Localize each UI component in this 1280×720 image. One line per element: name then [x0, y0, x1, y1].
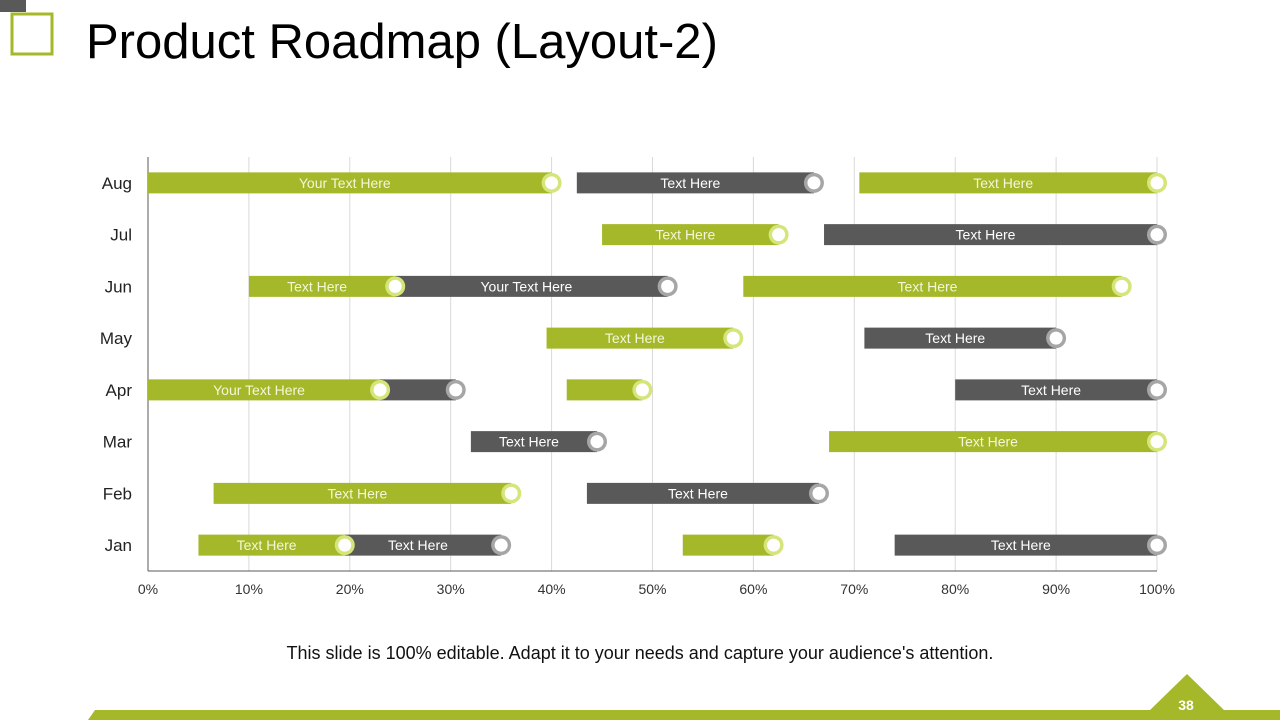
bar: [743, 275, 1122, 297]
bar-end-knob-inner: [504, 486, 518, 500]
bar: [859, 172, 1157, 194]
bar-label: Text Here: [991, 537, 1051, 553]
x-tick-label: 70%: [840, 581, 868, 597]
footer-decoration: [88, 674, 1280, 720]
bar-end-knob-inner: [1150, 435, 1164, 449]
bar: [395, 275, 668, 297]
y-tick-label: Jun: [105, 277, 132, 296]
bar-end-knob-inner: [807, 176, 821, 190]
x-tick-label: 60%: [739, 581, 767, 597]
bar-label: Text Here: [668, 485, 728, 501]
labels: Your Text Here Text Here Text Here Text Her…: [213, 175, 1081, 553]
roadmap-chart: 0% 10% 20% 30% 40% 50% 60% 70% 80% 90% 100% Jan Feb M…: [100, 157, 1175, 597]
bar: [470, 431, 598, 453]
bar: [602, 224, 779, 246]
bar-end-knob-inner: [1115, 279, 1129, 293]
x-tick-label: 50%: [638, 581, 666, 597]
bar-end-knob-inner: [590, 435, 604, 449]
bar-end-knob-inner: [767, 538, 781, 552]
bar: [213, 482, 512, 504]
bar-label: Text Here: [655, 227, 715, 243]
bar-label: Text Here: [388, 537, 448, 553]
bar: [682, 534, 774, 556]
bar-end-knob-inner: [338, 538, 352, 552]
bar: [586, 482, 819, 504]
bar-end-knob-inner: [1150, 538, 1164, 552]
x-tick-label: 30%: [437, 581, 465, 597]
bar-end-knob-inner: [772, 228, 786, 242]
y-tick-label: Jan: [105, 536, 132, 555]
bar-end-knob-inner: [812, 486, 826, 500]
bar: [864, 327, 1057, 349]
y-tick-label: Mar: [103, 433, 133, 452]
page-title: Product Roadmap (Layout-2): [86, 15, 718, 69]
bar: [546, 327, 734, 349]
bar-label: Text Here: [1021, 382, 1081, 398]
bar: [829, 431, 1157, 453]
bar-label: Your Text Here: [480, 278, 572, 294]
y-tick-label: Jul: [110, 226, 132, 245]
bar-label: Text Here: [237, 537, 297, 553]
title-decoration-icon: [0, 0, 54, 56]
bar-end-knob-inner: [1049, 331, 1063, 345]
page-number: 38: [1178, 697, 1194, 713]
x-tick-label: 10%: [235, 581, 263, 597]
bar-end-knob-inner: [388, 279, 402, 293]
x-tick-label: 40%: [538, 581, 566, 597]
bar: [566, 379, 643, 401]
y-tick-label: May: [100, 329, 133, 348]
y-tick-label: Feb: [103, 484, 132, 503]
bar: [248, 275, 396, 297]
bar-label: Text Here: [956, 227, 1016, 243]
bar-label: Text Here: [958, 434, 1018, 450]
bar-end-knob-inner: [1150, 383, 1164, 397]
x-tick-label: 80%: [941, 581, 969, 597]
bar: [148, 379, 381, 401]
x-tick-label: 100%: [1139, 581, 1175, 597]
bar: [576, 172, 814, 194]
bar-end-knob-inner: [661, 279, 675, 293]
bar-end-knob-inner: [1150, 228, 1164, 242]
bar-label: Text Here: [898, 278, 958, 294]
x-tick-label: 90%: [1042, 581, 1070, 597]
bar-end-knob-inner: [449, 383, 463, 397]
axes: 0% 10% 20% 30% 40% 50% 60% 70% 80% 90% 100% Jan Feb M…: [100, 157, 1175, 597]
gridlines: [248, 157, 1158, 571]
bar-end-knob-inner: [726, 331, 740, 345]
bar-label: Text Here: [605, 330, 665, 346]
y-tick-label: Aug: [102, 174, 132, 193]
bar: [894, 534, 1157, 556]
bar-label: Your Text Here: [213, 382, 305, 398]
bar-label: Text Here: [327, 485, 387, 501]
x-tick-label: 20%: [336, 581, 364, 597]
bar-label: Text Here: [287, 278, 347, 294]
bar-label: Text Here: [973, 175, 1033, 191]
bar-label: Text Here: [660, 175, 720, 191]
bar: [824, 224, 1157, 246]
x-tick-label: 0%: [138, 581, 158, 597]
bar-label: Text Here: [499, 434, 559, 450]
bar-end-knob-inner: [1150, 176, 1164, 190]
bar: [148, 172, 552, 194]
bar-end-knob-inner: [545, 176, 559, 190]
bar-label: Text Here: [925, 330, 985, 346]
bar: [198, 534, 345, 556]
bar-end-knob-inner: [373, 383, 387, 397]
y-tick-label: Apr: [106, 381, 133, 400]
bar-end-knob-inner: [494, 538, 508, 552]
slide-caption: This slide is 100% editable. Adapt it to…: [286, 643, 994, 663]
bar: [955, 379, 1157, 401]
bar: [380, 379, 456, 401]
bar-label: Your Text Here: [299, 175, 391, 191]
bars: [148, 172, 1167, 556]
bar: [344, 534, 502, 556]
bar-end-knob-inner: [635, 383, 649, 397]
